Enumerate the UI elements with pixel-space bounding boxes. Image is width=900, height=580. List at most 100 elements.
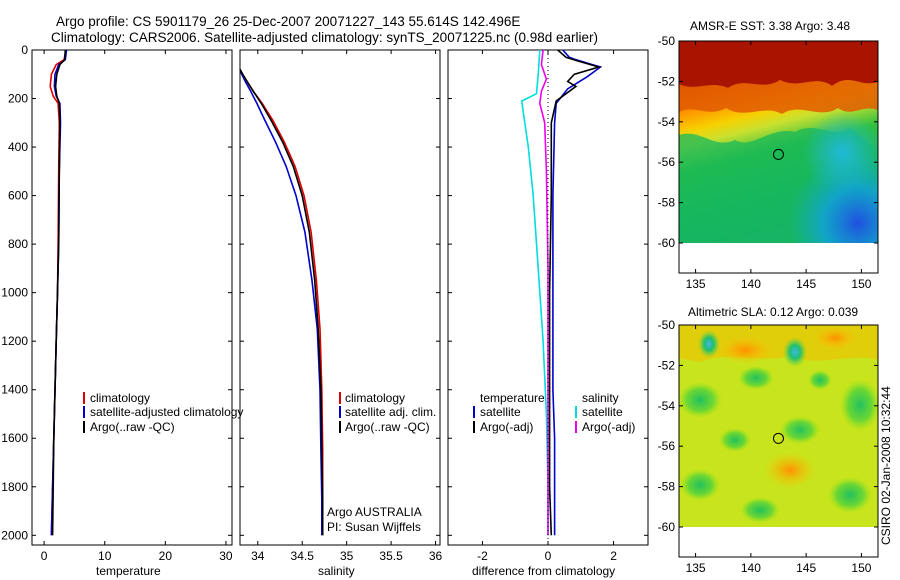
temperature-panel: 0 200 400 600 800 1000 1200 1400 1600 1800 2000 0 1…: [1, 43, 243, 578]
y-tick-label: 400: [8, 140, 28, 154]
y-tick-label: 1000: [1, 286, 28, 300]
salinity-xlabel: salinity: [318, 564, 355, 578]
sst-map-title: AMSR-E SST: 3.38 Argo: 3.48: [690, 19, 850, 33]
lon-tick-label: 145: [796, 561, 816, 575]
y-tick-label: 200: [8, 92, 28, 106]
profile-title-line2: Climatology: CARS2006. Satellite-adjuste…: [51, 30, 598, 45]
sla-map-panel: Altimetric SLA: 0.12 Argo: 0.039 -50-52-…: [658, 305, 880, 575]
y-tick-label: 1200: [1, 334, 28, 348]
series-line-argo-raw-qc-: [51, 49, 67, 536]
difference-xlabel: difference from climatology: [472, 564, 615, 578]
x-tick-label: 35: [340, 549, 354, 563]
x-tick-label: 30: [219, 549, 233, 563]
temperature-legend: climatology satellite-adjusted climatolo…: [83, 391, 243, 434]
sla-low-patch: [840, 379, 880, 431]
lon-tick-label: 145: [796, 277, 816, 291]
series-line-satellite-adj-clim-: [239, 69, 323, 536]
y-tick-label: 1400: [1, 383, 28, 397]
legend-label-temp-satellite: satellite: [480, 405, 521, 419]
sla-heatmap: [678, 325, 880, 527]
sla-low-patch: [738, 366, 774, 390]
salinity-panel: 34 34.5 35 35.5 36 salinity climatology sate…: [239, 49, 443, 578]
y-tick-label: 800: [8, 237, 28, 251]
profile-title-line1: Argo profile: CS 5901179_26 25-Dec-2007 …: [56, 14, 520, 29]
sla-map-frame: [678, 324, 879, 558]
temperature-xlabel: temperature: [96, 564, 161, 578]
lon-tick-label: 140: [741, 561, 761, 575]
argo-float-marker: [772, 148, 784, 160]
difference-x-axis: -2 0 2: [448, 49, 648, 563]
lon-tick-label: 140: [741, 277, 761, 291]
lat-tick-label: -60: [658, 520, 676, 534]
sla-low-patch: [828, 477, 872, 513]
annotation-pi: PI: Susan Wijffels: [327, 520, 421, 534]
y-tick-label: 1800: [1, 480, 28, 494]
sla-low-patch: [808, 370, 832, 390]
series-line-temperature-satellite: [552, 49, 603, 536]
sla-low-patch: [678, 382, 722, 418]
sla-eddy: [783, 337, 807, 367]
legend-label-argo: Argo(..raw -QC): [90, 420, 175, 434]
sla-eddy: [698, 330, 720, 358]
sst-map-axes: -50 -52 -54 -56 -58 -60 135 140 145 150: [658, 34, 878, 291]
lon-tick-label: 150: [851, 277, 871, 291]
csiro-timestamp: CSIRO 02-Jan-2008 10:32:44: [879, 386, 893, 545]
lat-tick-label: -58: [658, 480, 676, 494]
sla-low-patch: [719, 428, 751, 452]
y-tick-label: 600: [8, 189, 28, 203]
sla-warm-patch: [813, 326, 857, 350]
legend-label-argo: Argo(..raw -QC): [345, 420, 430, 434]
salinity-x-axis: 34 34.5 35 35.5 36: [240, 49, 443, 563]
lat-tick-label: -56: [658, 439, 676, 453]
series-line-salinity-argo-adj-: [538, 49, 549, 536]
sla-map-axes: -50 -52 -54 -56 -58 -60 135 140 145 150: [658, 318, 878, 575]
x-tick-label: 35.5: [379, 549, 403, 563]
salinity-axes-box: [239, 49, 441, 546]
lat-tick-label: -58: [658, 196, 676, 210]
sst-cold-filament: [679, 41, 878, 243]
sst-map-frame: [678, 40, 879, 274]
legend-label-climatology: climatology: [345, 391, 405, 405]
legend-label-sal-satellite: satellite: [582, 405, 623, 419]
temperature-lines: [49, 49, 68, 536]
sla-low-patch: [780, 416, 820, 444]
lat-tick-label: -52: [658, 74, 676, 88]
x-tick-label: 34.5: [291, 549, 315, 563]
temperature-x-axis: 0 10 20 30: [41, 50, 233, 563]
series-line-salinity-satellite: [520, 49, 549, 536]
legend-label-satellite: satellite-adjusted climatology: [90, 405, 243, 419]
y-tick-label: 0: [21, 43, 28, 57]
lat-tick-label: -54: [658, 115, 676, 129]
legend-label-temp-argo: Argo(-adj): [480, 420, 533, 434]
sst-map-panel: AMSR-E SST: 3.38 Argo: 3.48 -50 -52 -54 -56…: [658, 19, 879, 291]
sst-heatmap: [679, 41, 878, 243]
lat-tick-label: -50: [658, 34, 676, 48]
sla-warm-patch: [717, 336, 773, 364]
salinity-lines: [239, 69, 324, 536]
series-line-argo-raw-qc-: [239, 69, 324, 536]
lat-tick-label: -54: [658, 399, 676, 413]
legend-title-temperature: temperature: [480, 391, 545, 405]
legend-title-salinity: salinity: [582, 391, 619, 405]
series-line-temperature-argo-adj-: [548, 49, 602, 536]
x-tick-label: 36: [429, 549, 443, 563]
lat-tick-label: -50: [658, 318, 676, 332]
legend-label-climatology: climatology: [90, 391, 150, 405]
x-tick-label: 20: [159, 549, 173, 563]
x-tick-label: 0: [545, 549, 552, 563]
lat-tick-label: -56: [658, 155, 676, 169]
x-tick-label: 10: [98, 549, 112, 563]
sla-low-patch: [740, 497, 780, 523]
x-tick-label: 0: [41, 549, 48, 563]
annotation-argo-australia: Argo AUSTRALIA: [327, 505, 422, 519]
temperature-axes-box: [31, 49, 233, 546]
x-tick-label: -2: [477, 549, 488, 563]
argo-float-marker: [772, 432, 784, 444]
sla-warm-patch: [764, 452, 816, 488]
y-tick-label: 2000: [1, 528, 28, 542]
legend-label-satellite: satellite adj. clim.: [345, 405, 436, 419]
depth-axis: 0 200 400 600 800 1000 1200 1400 1600 1800 2000: [1, 43, 232, 542]
lon-tick-label: 150: [851, 561, 871, 575]
lon-tick-label: 135: [686, 277, 706, 291]
